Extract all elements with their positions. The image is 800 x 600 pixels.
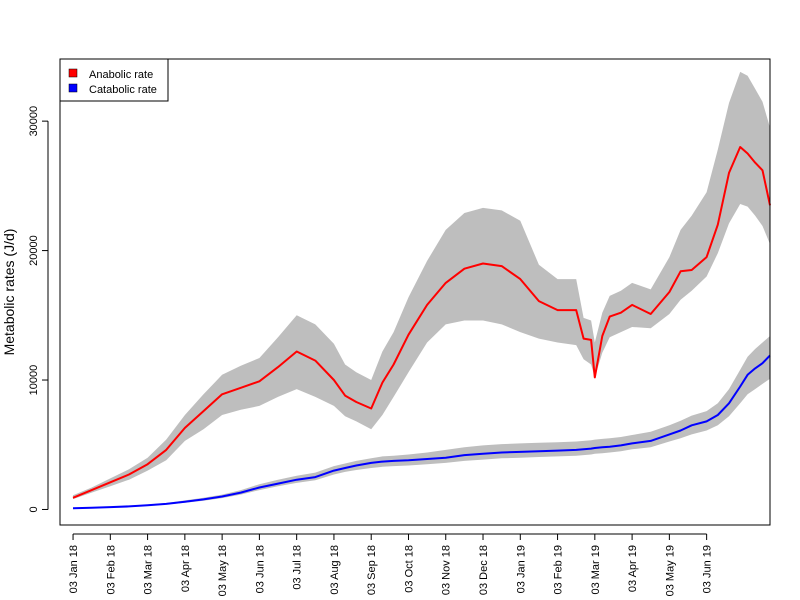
x-tick-label: 03 Apr 18 xyxy=(180,545,192,592)
band-anabolic-rate xyxy=(73,71,770,500)
legend-label-catabolic: Catabolic rate xyxy=(89,84,157,96)
x-tick-label: 03 Dec 18 xyxy=(478,545,490,595)
x-tick-label: 03 Mar 19 xyxy=(590,545,602,595)
x-tick-label: 03 Apr 19 xyxy=(627,545,639,592)
legend-box xyxy=(59,58,169,102)
x-tick-label: 03 Jan 18 xyxy=(68,545,80,593)
x-tick-label: 03 Oct 18 xyxy=(403,545,415,593)
series-lines xyxy=(72,146,771,510)
legend: Anabolic rate Catabolic rate xyxy=(59,58,169,102)
x-tick-label: 03 Nov 18 xyxy=(441,545,453,595)
x-tick-label: 03 Feb 18 xyxy=(105,545,117,595)
plot-frame xyxy=(59,58,771,526)
line-anabolic-rate xyxy=(72,146,771,499)
x-tick-label: 03 May 19 xyxy=(664,545,676,596)
y-tick-label: 0 xyxy=(28,506,40,512)
x-tick-label: 03 Mar 18 xyxy=(143,545,155,595)
x-axis: 03 Jan 18 03 Feb 18 03 Mar 18 03 Apr 18 03 M… xyxy=(68,533,714,596)
band-catabolic-rate xyxy=(73,336,770,509)
y-tick-label: 30000 xyxy=(28,106,40,137)
x-tick-label: 03 Aug 18 xyxy=(329,545,341,595)
x-tick-label: 03 May 18 xyxy=(217,545,229,596)
y-tick-label: 10000 xyxy=(28,365,40,396)
legend-label-anabolic: Anabolic rate xyxy=(89,69,153,81)
confidence-bands xyxy=(73,71,770,509)
x-tick-label: 03 Sep 18 xyxy=(366,545,378,595)
x-tick-label: 03 Jan 19 xyxy=(515,545,527,593)
y-tick-label: 20000 xyxy=(28,235,40,266)
y-axis: 0 10000 20000 30000 xyxy=(28,106,49,513)
legend-swatch-anabolic xyxy=(68,68,78,78)
x-tick-label: 03 Jul 18 xyxy=(292,545,304,590)
x-tick-label: 03 Jun 19 xyxy=(702,545,714,593)
x-tick-label: 03 Feb 19 xyxy=(553,545,565,595)
x-tick-label: 03 Jun 18 xyxy=(254,545,266,593)
y-axis-title: Metabolic rates (J/d) xyxy=(1,229,17,356)
line-catabolic-rate xyxy=(72,354,771,510)
legend-swatch-catabolic xyxy=(68,83,78,93)
